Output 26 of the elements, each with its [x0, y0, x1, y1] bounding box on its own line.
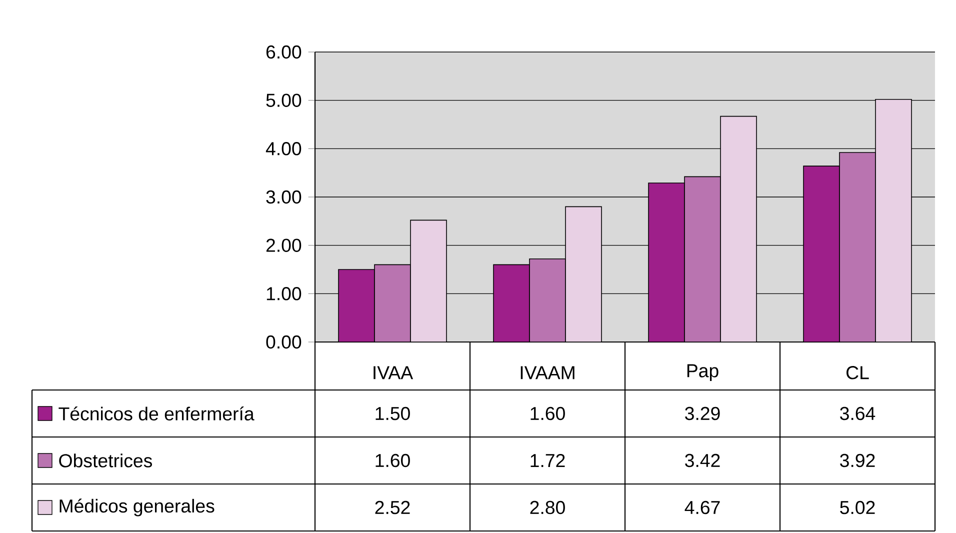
- y-tick-label: 5.00: [266, 94, 302, 107]
- data-label: 3.42: [685, 454, 720, 468]
- y-tick-label: 3.00: [266, 190, 302, 204]
- x-tick-label: IVAA: [374, 366, 414, 380]
- x-tick-label: Pap: [687, 364, 718, 382]
- data-label: 1.72: [530, 454, 565, 468]
- x-tick-label: CL: [846, 366, 869, 380]
- data-label: 2.52: [375, 500, 410, 514]
- legend-label: Obstetrices: [59, 454, 152, 468]
- data-label: 1.60: [376, 454, 410, 468]
- y-tick-label: 0.00: [266, 335, 302, 349]
- legend-label: Técnicos de enfermería: [58, 406, 254, 420]
- data-label: 4.67: [684, 500, 720, 514]
- data-label: 5.02: [840, 500, 875, 514]
- y-tick-label: 1.00: [266, 287, 302, 300]
- data-label: 3.64: [840, 406, 876, 420]
- legend-label: Médicos generales: [60, 498, 214, 516]
- data-label: 1.50: [376, 406, 410, 420]
- data-label: 3.29: [685, 406, 720, 420]
- y-tick-label: 4.00: [266, 142, 302, 156]
- y-tick-label: 2.00: [266, 238, 302, 252]
- data-label: 2.80: [530, 500, 565, 514]
- data-label: 1.60: [530, 406, 565, 420]
- x-tick-label: IVAAM: [520, 366, 574, 380]
- data-label: 3.92: [840, 454, 875, 468]
- y-tick-label: 6.00: [266, 45, 302, 59]
